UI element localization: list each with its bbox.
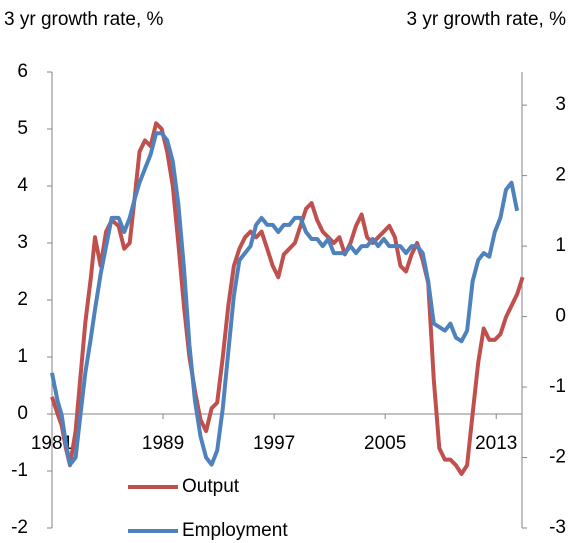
y-axis-label: 3 yr growth rate, %	[4, 9, 164, 30]
y-tick-label: 6	[17, 61, 28, 82]
y2-tick-label: 2	[555, 165, 566, 186]
y-tick-label: 4	[17, 175, 28, 196]
y2-tick-label: -1	[549, 376, 566, 397]
x-tick-label: 2005	[364, 433, 406, 454]
y2-tick-label: 1	[555, 235, 566, 256]
y-tick-label: 2	[17, 289, 28, 310]
y2-axis-label: 3 yr growth rate, %	[407, 9, 567, 30]
x-tick-label: 1997	[253, 433, 295, 454]
series-line	[50, 131, 520, 467]
y-tick-label: -1	[11, 460, 28, 481]
series-line	[50, 121, 525, 476]
y-tick-label: -2	[11, 517, 28, 538]
legend-label: Employment	[182, 520, 288, 541]
y-tick-label: 0	[17, 403, 28, 424]
y-tick-label: 3	[17, 232, 28, 253]
y-tick-label: 5	[17, 118, 28, 139]
y2-tick-label: -3	[549, 517, 566, 538]
y-tick-label: 1	[17, 346, 28, 367]
x-tick-label: 2013	[475, 433, 517, 454]
x-tick-label: 1989	[142, 433, 184, 454]
legend-label: Output	[182, 476, 240, 497]
y2-tick-label: -2	[549, 447, 566, 468]
y2-tick-label: 0	[555, 306, 566, 327]
y2-tick-label: 3	[555, 94, 566, 115]
